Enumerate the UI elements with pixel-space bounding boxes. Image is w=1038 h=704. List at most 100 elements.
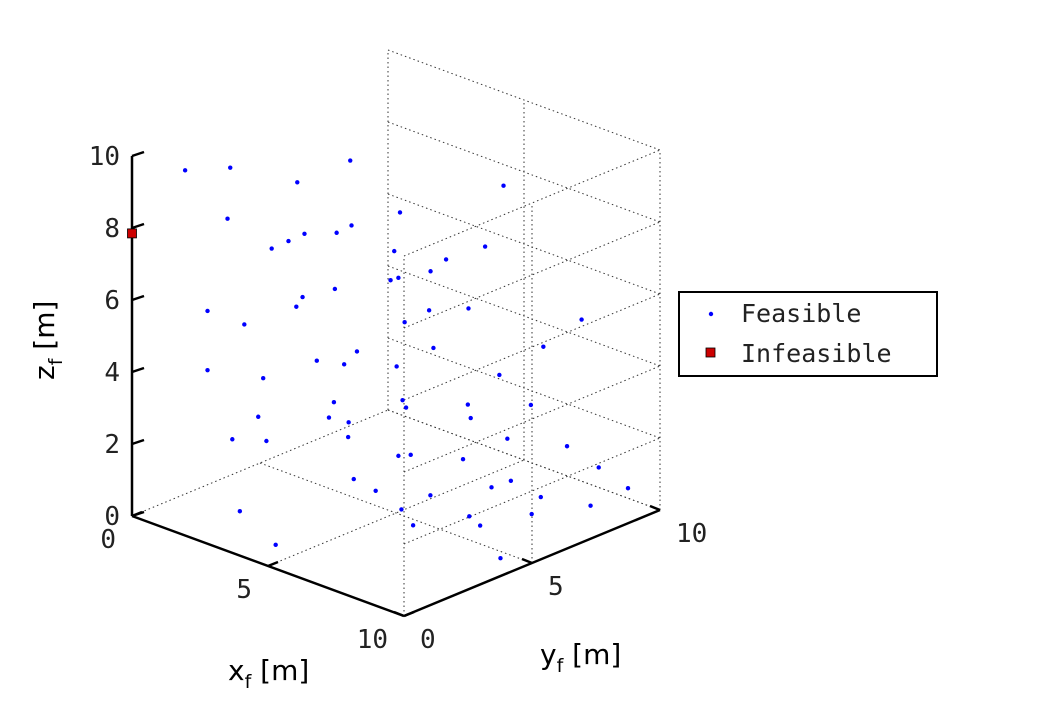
feasible-point xyxy=(326,415,332,420)
feasible-point xyxy=(625,486,631,491)
grid-line xyxy=(267,459,525,567)
feasible-point xyxy=(477,523,483,528)
feasible-point xyxy=(538,494,543,500)
feasible-point xyxy=(348,158,353,163)
legend-box xyxy=(678,291,938,377)
x-tick-mark xyxy=(131,510,143,518)
z-tick-label: 8 xyxy=(104,214,120,244)
feasible-point xyxy=(341,362,347,367)
y-tick-mark xyxy=(521,557,533,565)
feasible-point xyxy=(505,436,510,441)
feasible-point xyxy=(431,345,436,351)
feasible-point xyxy=(205,367,210,373)
feasible-point xyxy=(264,438,269,444)
legend: Feasible Infeasible xyxy=(678,291,938,377)
grid-lines xyxy=(131,49,661,617)
feasible-point xyxy=(465,402,471,407)
feasible-point xyxy=(397,210,403,215)
feasible-point xyxy=(300,294,305,300)
x-tick-mark xyxy=(267,560,279,568)
feasible-point xyxy=(426,308,432,313)
grid-line xyxy=(403,221,661,329)
feasible-point xyxy=(508,478,514,483)
feasible-point xyxy=(373,488,378,493)
z-tick-mark xyxy=(131,294,145,302)
feasible-point xyxy=(269,246,274,251)
legend-label-feasible: Feasible xyxy=(741,299,861,328)
feasible-point xyxy=(541,344,546,349)
z-tick-label: 2 xyxy=(104,430,120,460)
x-axis-label: xf [m] xyxy=(228,654,309,693)
x-tick-label: 0 xyxy=(100,525,116,555)
x-tick-label: 5 xyxy=(236,575,252,605)
feasible-point xyxy=(182,168,188,173)
feasible-point xyxy=(528,402,534,408)
feasible-point xyxy=(501,183,506,188)
grid-line xyxy=(403,149,661,257)
feasible-point xyxy=(331,400,337,405)
feasible-point xyxy=(346,420,351,425)
z-tick-mark xyxy=(131,366,145,374)
feasible-point xyxy=(351,476,356,482)
feasible-point xyxy=(410,523,416,528)
legend-marker-infeasible xyxy=(705,347,716,358)
grid-line xyxy=(259,462,533,564)
z-tick-label: 4 xyxy=(104,358,120,388)
z-tick-label: 6 xyxy=(104,286,120,316)
feasible-point xyxy=(467,514,472,519)
feasible-point xyxy=(399,507,404,512)
z-tick-label: 10 xyxy=(89,142,120,172)
grid-line xyxy=(403,293,661,401)
z-tick-label: 0 xyxy=(104,502,120,532)
z-tick-mark xyxy=(131,222,145,230)
feasible-point xyxy=(564,444,570,449)
feasible-point xyxy=(295,180,300,185)
z-axis-label: zf [m] xyxy=(28,301,67,380)
z-tick-mark xyxy=(131,438,145,446)
feasible-point xyxy=(228,165,233,170)
y-tick-mark xyxy=(393,610,405,618)
infeasible-point xyxy=(127,228,137,239)
grid-line xyxy=(131,409,389,517)
y-axis-label: yf [m] xyxy=(540,638,621,677)
feasible-point xyxy=(498,556,503,561)
feasible-point xyxy=(345,434,351,440)
feasible-point xyxy=(256,414,261,419)
feasible-point xyxy=(403,405,409,410)
feasible-point xyxy=(408,452,413,458)
feasible-point xyxy=(400,397,405,403)
feasible-point xyxy=(332,286,338,292)
feasible-point xyxy=(334,230,339,235)
feasible-point xyxy=(388,278,393,283)
feasible-point xyxy=(402,320,407,325)
legend-marker-feasible xyxy=(708,311,714,317)
feasible-point xyxy=(468,415,473,421)
feasible-point xyxy=(482,244,488,249)
feasible-point xyxy=(396,453,401,459)
feasible-point xyxy=(596,465,601,470)
feasible-point xyxy=(489,485,494,490)
feasible-point xyxy=(230,437,235,442)
feasible-point xyxy=(242,322,247,327)
feasible-point xyxy=(579,317,584,322)
data-points xyxy=(127,158,631,561)
legend-label-infeasible: Infeasible xyxy=(741,339,892,368)
feasible-point xyxy=(294,304,299,309)
feasible-point xyxy=(225,216,230,221)
feasible-point xyxy=(205,308,210,314)
grid-line xyxy=(403,365,661,473)
feasible-point xyxy=(588,503,593,508)
x-tick-label: 10 xyxy=(357,625,388,655)
feasible-point xyxy=(529,511,534,517)
grid-line xyxy=(403,437,661,545)
feasible-point xyxy=(428,493,433,498)
y-tick-mark xyxy=(649,504,661,512)
grid-line xyxy=(387,409,661,511)
feasible-point xyxy=(302,231,307,236)
feasible-point xyxy=(286,238,291,244)
y-tick-label: 5 xyxy=(548,572,564,602)
feasible-point xyxy=(460,457,466,462)
axes xyxy=(130,150,661,618)
y-tick-label: 10 xyxy=(676,519,707,549)
